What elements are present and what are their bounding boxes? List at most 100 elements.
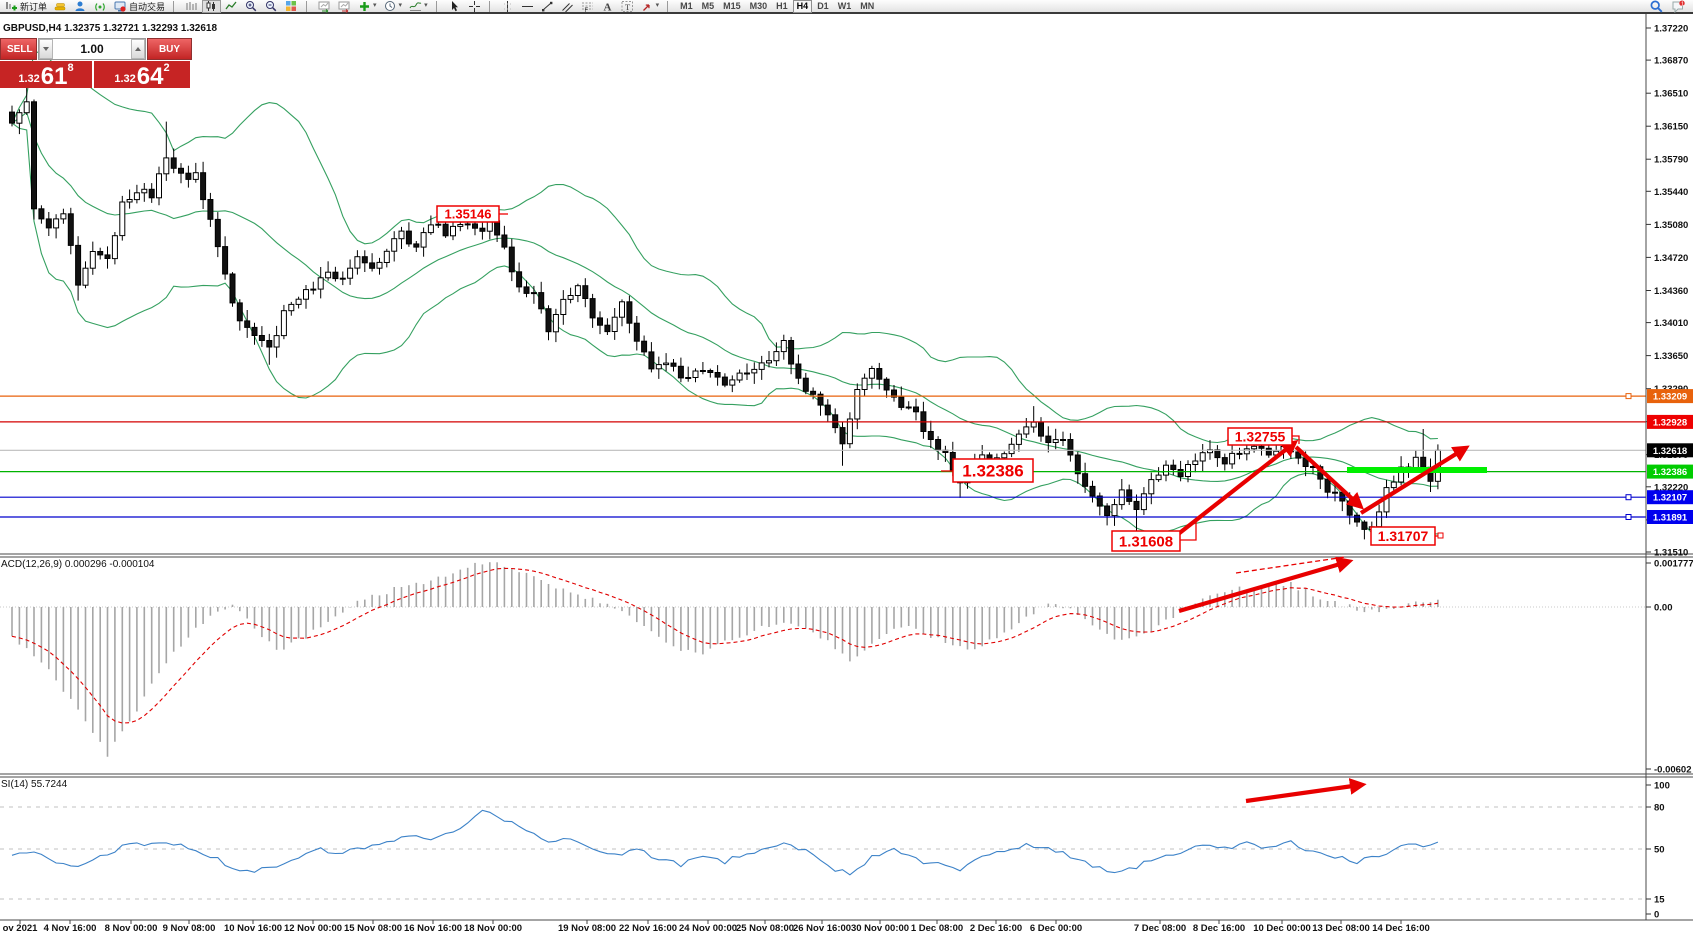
zoomout-icon [265, 0, 278, 13]
volume-increase-button[interactable] [131, 39, 145, 59]
svg-text:50: 50 [1654, 845, 1665, 856]
svg-text:1.35080: 1.35080 [1654, 220, 1688, 231]
textA-icon: A [601, 0, 614, 13]
bar-chart-button[interactable] [182, 0, 201, 13]
indicators-button[interactable]: ▾ [355, 0, 380, 13]
svg-text:24 Nov 00:00: 24 Nov 00:00 [679, 923, 737, 934]
svg-text:1.33209: 1.33209 [1653, 392, 1687, 403]
buy-price[interactable]: 1.32 64 2 [94, 61, 190, 89]
chat-button[interactable]: 1 [1669, 0, 1688, 13]
signals-button[interactable] [91, 0, 110, 13]
svg-text:1.32107: 1.32107 [1653, 493, 1687, 504]
auto-scroll-button[interactable] [315, 0, 334, 13]
new-order-button[interactable]: 新订单 [2, 0, 50, 13]
svg-text:1.31891: 1.31891 [1653, 513, 1688, 524]
volume-decrease-button[interactable] [39, 39, 53, 59]
svg-text:0.00: 0.00 [1654, 603, 1673, 614]
autotrade-icon [114, 0, 127, 13]
buy-button[interactable]: BUY [147, 38, 192, 60]
timeframe-m30-button[interactable]: M30 [746, 0, 772, 13]
candlestick-chart-button[interactable] [202, 0, 222, 13]
tile-windows-button[interactable] [282, 0, 301, 13]
svg-text:1.36870: 1.36870 [1654, 56, 1688, 67]
svg-text:9 Nov 08:00: 9 Nov 08:00 [163, 923, 216, 934]
toolbar-right-group: 1 [1647, 0, 1691, 13]
community-icon [74, 0, 87, 13]
sell-price-sup: 8 [67, 62, 74, 74]
svg-text:F: F [584, 8, 588, 13]
svg-text:T: T [625, 2, 631, 12]
trend-arrows[interactable] [1161, 439, 1470, 804]
svg-text:26 Nov 16:00: 26 Nov 16:00 [793, 923, 851, 934]
indicators-icon [358, 0, 371, 13]
arrows-icon [641, 0, 654, 13]
timeframe-m1-button[interactable]: M1 [676, 0, 697, 13]
gold-icon [54, 0, 67, 13]
market-button[interactable] [51, 0, 70, 13]
autoscroll-icon [318, 0, 331, 13]
timeframe-d1-button[interactable]: D1 [813, 0, 833, 13]
svg-text:4 Nov 16:00: 4 Nov 16:00 [44, 923, 97, 934]
svg-text:1.34720: 1.34720 [1654, 253, 1688, 264]
macd-projection-line[interactable] [1235, 556, 1346, 574]
channel-button[interactable] [558, 0, 577, 13]
macd-signal-line [11, 567, 1438, 724]
chevron-down-icon: ▾ [424, 2, 428, 9]
price-callout-labels[interactable]: 1.35146 1.32755 1.32386 1.31608 1.31707 [436, 205, 1444, 552]
new-order-button-label: 新订单 [20, 1, 48, 12]
arrows-button[interactable]: ▾ [638, 0, 663, 13]
shift-icon [338, 0, 351, 13]
hline-handle [1625, 514, 1632, 520]
svg-text:100: 100 [1654, 781, 1670, 792]
community-button[interactable] [71, 0, 90, 13]
text-label-button[interactable]: T [618, 0, 637, 13]
volume-control [38, 38, 146, 60]
sell-button[interactable]: SELL [0, 38, 37, 60]
fibonacci-button[interactable]: F [578, 0, 597, 13]
cursor-button[interactable] [445, 0, 464, 13]
timeframe-h1-button[interactable]: H1 [772, 0, 792, 13]
zoom-in-button[interactable] [242, 0, 261, 13]
triangle-down-icon [43, 47, 49, 54]
svg-text:1.34360: 1.34360 [1654, 286, 1688, 297]
trendline-button[interactable] [538, 0, 557, 13]
svg-text:1.32618: 1.32618 [1653, 446, 1687, 457]
svg-text:1.35146: 1.35146 [445, 207, 492, 222]
svg-text:22 Nov 16:00: 22 Nov 16:00 [619, 923, 677, 934]
horizontal-line-button[interactable] [518, 0, 537, 13]
timeframe-mn-button[interactable]: MN [856, 0, 878, 13]
zoom-out-button[interactable] [262, 0, 281, 13]
zoomin-icon [245, 0, 258, 13]
svg-text:16 Nov 16:00: 16 Nov 16:00 [404, 923, 462, 934]
sell-price-prefix: 1.32 [18, 73, 40, 85]
svg-text:6 Dec 00:00: 6 Dec 00:00 [1030, 923, 1082, 934]
text-button[interactable]: A [598, 0, 617, 13]
crosshair-button[interactable] [465, 0, 484, 13]
rsi-axis: 100 80 50 15 0 [1646, 781, 1670, 921]
line-chart-button[interactable] [222, 0, 241, 13]
chart-shift-button[interactable] [335, 0, 354, 13]
autotrade-button[interactable]: 自动交易 [111, 0, 168, 13]
svg-text:1.32386: 1.32386 [962, 462, 1023, 481]
channel-icon [561, 0, 574, 13]
search-button[interactable] [1647, 0, 1666, 13]
volume-input[interactable] [53, 39, 131, 59]
hline-icon [521, 0, 534, 13]
toolbar-separator [435, 0, 441, 12]
svg-text:8 Nov 00:00: 8 Nov 00:00 [105, 923, 158, 934]
timeframe-m5-button[interactable]: M5 [698, 0, 719, 13]
periods-button[interactable]: ▾ [381, 0, 406, 13]
sell-price[interactable]: 1.32 61 8 [0, 61, 92, 89]
timeframe-w1-button[interactable]: W1 [834, 0, 856, 13]
vertical-line-button[interactable] [498, 0, 517, 13]
support-zone-bar[interactable] [1347, 467, 1487, 473]
timeframe-h4-button[interactable]: H4 [792, 0, 813, 13]
cursor-icon [448, 0, 461, 13]
svg-text:10 Nov 16:00: 10 Nov 16:00 [224, 923, 282, 934]
svg-text:1.33650: 1.33650 [1654, 351, 1688, 362]
timeframe-m15-button[interactable]: M15 [719, 0, 745, 13]
svg-text:0.001777: 0.001777 [1654, 559, 1693, 570]
svg-text:1.35440: 1.35440 [1654, 187, 1688, 198]
templates-button[interactable]: ▾ [406, 0, 431, 13]
